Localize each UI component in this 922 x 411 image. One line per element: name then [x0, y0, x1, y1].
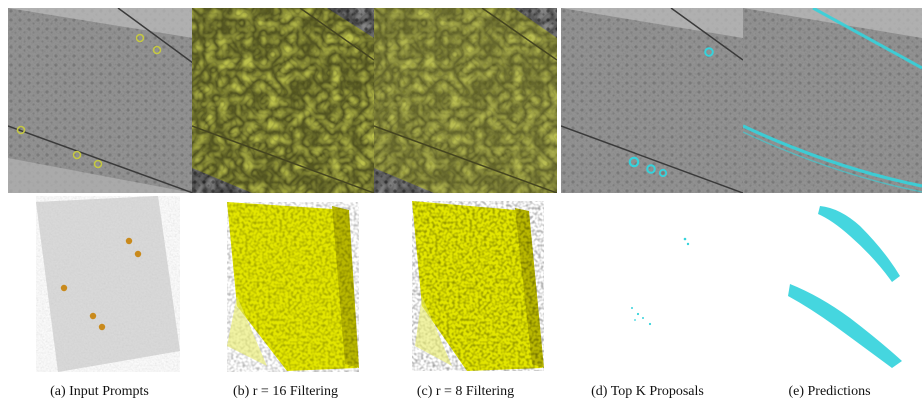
- caption-a: (a) Input Prompts: [50, 384, 149, 399]
- volume-render-d: [580, 196, 740, 372]
- volume-render-e: [780, 196, 922, 372]
- tomogram-slice-c: [374, 8, 557, 193]
- tomogram-slice-d: [561, 8, 743, 193]
- prompt-point: [135, 33, 145, 43]
- tomogram-slice-b: [192, 8, 374, 193]
- prompt-point: [93, 159, 103, 169]
- prompt-point: [16, 125, 26, 135]
- proposal-point: [646, 164, 656, 174]
- tomogram-slice-a: [8, 8, 193, 193]
- proposal-point: [628, 156, 640, 168]
- caption-b: (b) r = 16 Filtering: [232, 384, 339, 399]
- caption-c: (c) r = 8 Filtering: [416, 384, 515, 399]
- proposal-point: [704, 47, 714, 57]
- prompt-point-3d: [125, 237, 133, 245]
- tomogram-slice-e: [743, 8, 922, 193]
- prompt-point-3d: [60, 284, 68, 292]
- prompt-point: [152, 45, 162, 55]
- prompt-point-3d: [89, 312, 97, 320]
- volume-render-c: [387, 196, 557, 372]
- volume-render-b: [197, 196, 372, 372]
- caption-d: (d) Top K Proposals: [591, 384, 704, 399]
- prompt-point: [72, 150, 82, 160]
- proposal-point: [658, 168, 668, 178]
- caption-e: (e) Predictions: [788, 384, 871, 399]
- prompt-point-3d: [134, 250, 142, 258]
- prompt-point-3d: [98, 323, 106, 331]
- volume-render-a: [8, 196, 193, 372]
